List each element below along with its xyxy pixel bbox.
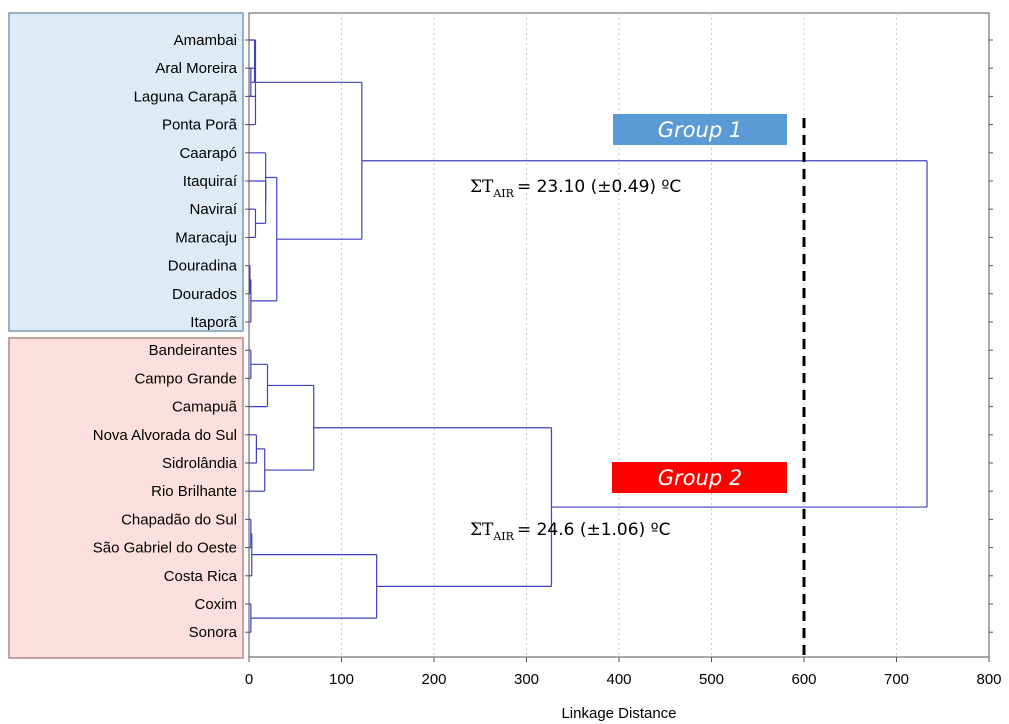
x-tick-label: 800	[976, 671, 1001, 688]
leaf-label: Sidrolândia	[162, 455, 238, 472]
leaf-label: Laguna Carapã	[134, 88, 238, 105]
x-tick-label: 300	[514, 671, 539, 688]
x-tick-label: 100	[329, 671, 354, 688]
leaf-label: Itaporã	[190, 314, 237, 331]
leaf-label: Bandeirantes	[149, 342, 237, 359]
x-tick-label: 700	[884, 671, 909, 688]
dendrogram-branches	[249, 39, 928, 633]
leaf-label: Chapadão do Sul	[121, 511, 237, 528]
leaf-label: Caarapó	[179, 145, 237, 162]
leaf-label: Itaquiraí	[183, 173, 238, 190]
leaf-label: Aral Moreira	[155, 60, 237, 77]
leaf-label: Rio Brilhante	[151, 483, 237, 500]
group-2-leaf-box	[8, 337, 244, 659]
grid-lines	[341, 13, 897, 657]
leaf-label: Naviraí	[189, 201, 237, 218]
leaf-label: Sonora	[189, 624, 238, 641]
group-2-annotation: ΣTAIR = 24.6 (±1.06) ºC	[470, 520, 671, 543]
leaf-label: Coxim	[194, 596, 237, 613]
group-2-label-box	[612, 462, 787, 493]
leaf-label: Douradina	[168, 258, 238, 275]
x-axis-title: Linkage Distance	[561, 705, 676, 722]
leaf-label: Campo Grande	[134, 370, 237, 387]
leaf-label: Camapuã	[172, 399, 238, 416]
leaf-label: Maracaju	[175, 229, 237, 246]
x-tick-label: 200	[421, 671, 446, 688]
group-2-label: Group 2	[658, 466, 742, 490]
leaf-label: Dourados	[172, 286, 237, 303]
axis-ticks: 0 100 200 300 400 500 600 700 800	[245, 39, 1002, 688]
leaf-label: Amambai	[174, 32, 237, 49]
x-tick-label: 0	[245, 671, 253, 688]
group-1-annotation: ΣTAIR = 23.10 (±0.49) ºC	[470, 177, 681, 200]
x-tick-label: 600	[791, 671, 816, 688]
leaf-label: Costa Rica	[164, 568, 238, 585]
x-tick-label: 400	[606, 671, 631, 688]
leaf-label: Ponta Porã	[162, 117, 238, 134]
group-1-label: Group 1	[658, 118, 742, 142]
leaf-label: Nova Alvorada do Sul	[93, 427, 237, 444]
leaf-label: São Gabriel do Oeste	[93, 540, 237, 557]
leaf-labels: Amambai Aral Moreira Laguna Carapã Ponta Po…	[93, 32, 238, 641]
x-tick-label: 500	[699, 671, 724, 688]
group-1-leaf-box	[8, 12, 244, 332]
group-1-label-box	[613, 114, 787, 145]
